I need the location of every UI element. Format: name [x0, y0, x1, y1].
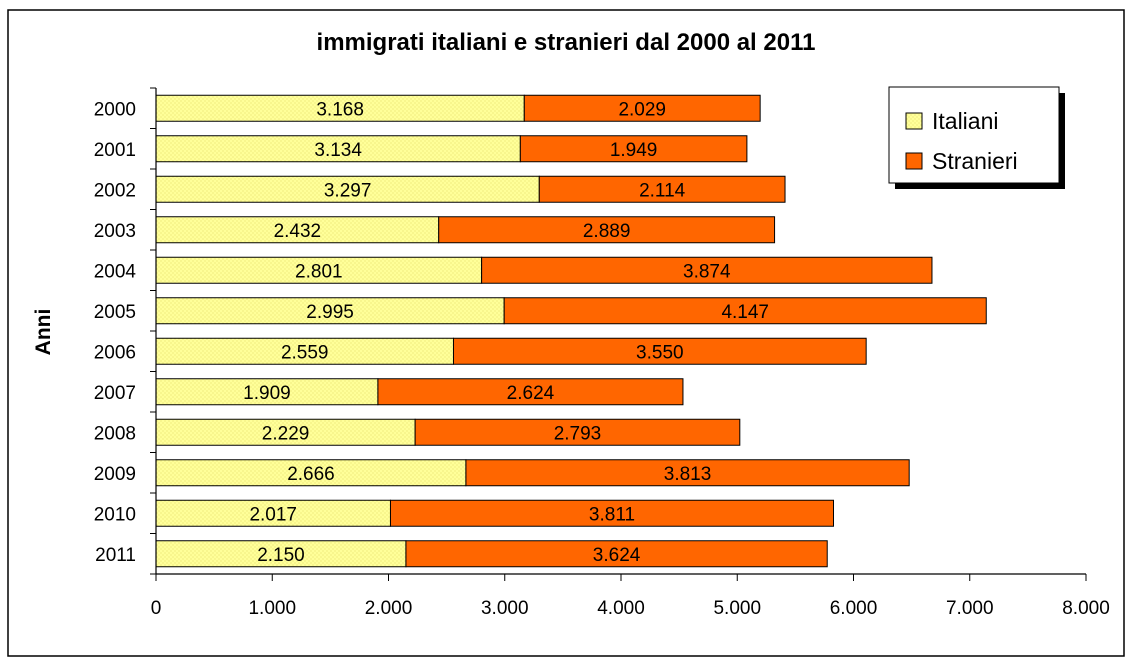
- bar-stranieri-2011: [405, 540, 828, 568]
- data-label-italiani-2002: 3.297: [324, 180, 372, 201]
- bar-italiani-2008: [155, 418, 416, 446]
- bar-italiani-2004: [155, 256, 483, 284]
- legend-swatch-stranieri: [905, 152, 923, 170]
- x-tick-label-6000: 6.000: [830, 598, 878, 619]
- y-tick-label-2011: 2011: [95, 545, 136, 566]
- data-label-stranieri-2009: 3.813: [664, 464, 712, 485]
- data-label-stranieri-2002: 2.114: [639, 180, 686, 201]
- x-tick-label-0: 0: [151, 598, 162, 619]
- y-tick-label-2005: 2005: [94, 302, 136, 323]
- x-tick-label-1000: 1.000: [248, 598, 296, 619]
- bar-italiani-2011: [155, 540, 407, 568]
- bar-stranieri-2000: [523, 94, 761, 122]
- y-tick-label-2010: 2010: [94, 504, 136, 525]
- bar-stranieri-2002: [538, 175, 786, 203]
- axes-group: 2000 2001 2002 2003 2004 2005 2006 2007 2008 2009…: [94, 87, 1110, 619]
- bar-stranieri-2010: [389, 499, 835, 527]
- bar-stranieri-2001: [519, 135, 748, 163]
- data-label-stranieri-2001: 1.949: [610, 140, 658, 161]
- x-tick-label-4000: 4.000: [597, 598, 645, 619]
- data-label-italiani-2009: 2.666: [287, 464, 335, 485]
- y-tick-label-2001: 2001: [94, 140, 136, 161]
- y-tick-label-2000: 2000: [94, 99, 136, 120]
- bar-italiani-2000: [155, 94, 525, 122]
- bar-stranieri-2003: [438, 216, 776, 244]
- bar-stranieri-2007: [377, 378, 684, 406]
- bar-italiani-2003: [155, 216, 440, 244]
- bar-stranieri-2005: [503, 297, 987, 325]
- x-tick-label-3000: 3.000: [481, 598, 529, 619]
- bar-stranieri-2006: [452, 337, 867, 365]
- data-label-stranieri-2000: 2.029: [618, 99, 666, 120]
- chart-title: immigrati italiani e stranieri dal 2000 …: [317, 29, 816, 56]
- bar-italiani-2002: [155, 175, 540, 203]
- y-axis-label: Anni: [32, 309, 55, 356]
- data-label-italiani-2011: 2.150: [257, 545, 305, 566]
- legend-label-italiani: Italiani: [932, 108, 998, 134]
- y-tick-label-2003: 2003: [94, 221, 136, 242]
- data-label-italiani-2007: 1.909: [243, 383, 291, 404]
- bar-italiani-2001: [155, 135, 521, 163]
- x-tick-label-7000: 7.000: [946, 598, 994, 619]
- data-label-stranieri-2006: 3.550: [636, 342, 684, 363]
- y-tick-label-2009: 2009: [94, 464, 136, 485]
- y-tick-label-2004: 2004: [94, 261, 137, 282]
- data-label-italiani-2001: 3.134: [314, 140, 362, 161]
- data-label-stranieri-2003: 2.889: [583, 221, 631, 242]
- data-label-stranieri-2005: 4.147: [721, 302, 769, 323]
- x-tick-label-8000: 8.000: [1062, 598, 1110, 619]
- data-label-italiani-2000: 3.168: [316, 99, 364, 120]
- data-label-stranieri-2004: 3.874: [683, 261, 731, 282]
- data-label-stranieri-2011: 3.624: [593, 545, 641, 566]
- legend: Italiani Stranieri: [888, 86, 1065, 189]
- y-tick-label-2008: 2008: [94, 423, 136, 444]
- data-label-italiani-2004: 2.801: [295, 261, 343, 282]
- legend-swatch-italiani: [905, 112, 923, 130]
- bar-stranieri-2009: [465, 459, 910, 487]
- data-label-stranieri-2007: 2.624: [507, 383, 555, 404]
- bars-group: 3.168 2.029 3.134 1.949 3.297 2.114 2.432 2.889…: [155, 94, 987, 568]
- y-tick-label-2006: 2006: [94, 342, 136, 363]
- data-label-italiani-2010: 2.017: [249, 504, 297, 525]
- bar-stranieri-2008: [414, 418, 741, 446]
- legend-label-stranieri: Stranieri: [932, 148, 1018, 174]
- bar-italiani-2010: [155, 499, 391, 527]
- data-label-italiani-2003: 2.432: [274, 221, 322, 242]
- data-label-italiani-2006: 2.559: [281, 342, 329, 363]
- x-tick-label-2000: 2.000: [365, 598, 413, 619]
- bar-italiani-2006: [155, 337, 454, 365]
- y-tick-label-2007: 2007: [94, 383, 136, 404]
- data-label-stranieri-2010: 3.811: [589, 504, 635, 525]
- bar-italiani-2009: [155, 459, 467, 487]
- y-tick-label-2002: 2002: [94, 180, 136, 201]
- bar-italiani-2005: [155, 297, 505, 325]
- data-label-italiani-2008: 2.229: [262, 423, 310, 444]
- bar-stranieri-2004: [481, 256, 933, 284]
- data-label-stranieri-2008: 2.793: [554, 423, 602, 444]
- x-tick-label-5000: 5.000: [713, 598, 761, 619]
- data-label-italiani-2005: 2.995: [306, 302, 354, 323]
